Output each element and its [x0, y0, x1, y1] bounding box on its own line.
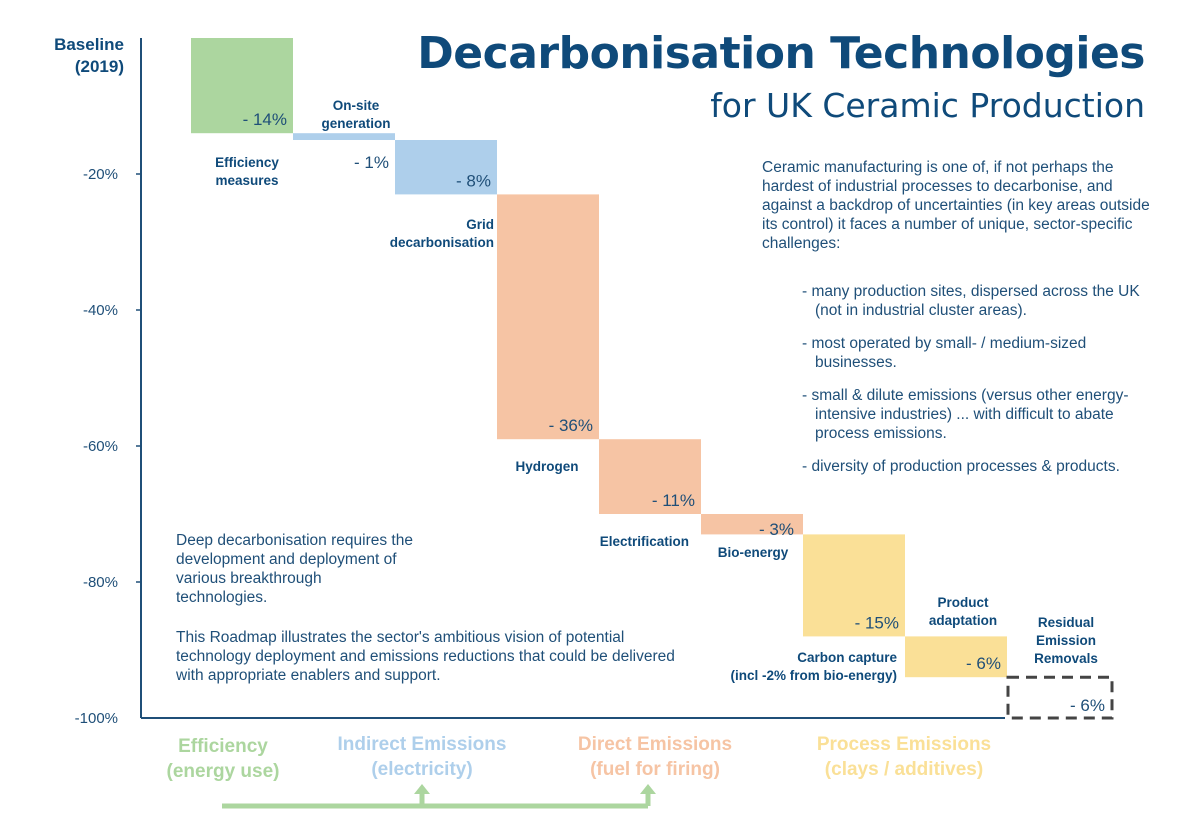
waterfall-bar	[905, 636, 1007, 678]
step-value-label: - 8%	[456, 171, 491, 190]
y-tick-label: -40%	[83, 302, 118, 319]
step-value-label: - 14%	[243, 110, 287, 129]
step-value-label: - 1%	[354, 153, 389, 172]
step-label: Hydrogen	[515, 459, 578, 474]
step-label: Carbon capture (incl -2% from bio-energy)	[730, 650, 897, 683]
waterfall-bar	[803, 534, 905, 637]
category-label: Process Emissions (clays / additives)	[817, 734, 991, 780]
intro-paragraph: Ceramic manufacturing is one of, if not …	[762, 159, 1150, 252]
waterfall-bar	[191, 38, 293, 134]
challenge-item: - diversity of production processes & pr…	[802, 458, 1120, 475]
waterfall-bar	[701, 514, 803, 535]
chart-title: Decarbonisation Technologies	[417, 28, 1145, 79]
waterfall-bars	[191, 38, 1114, 720]
category-legend: Efficiency (energy use) Indirect Emissions…	[167, 734, 992, 782]
step-value-label: - 11%	[652, 491, 695, 510]
step-value-label: - 6%	[1070, 696, 1105, 715]
step-label: Residual Emission Removals	[1034, 615, 1098, 666]
y-tick-label: Baseline (2019)	[54, 35, 124, 76]
roadmap-note: This Roadmap illustrates the sector's am…	[176, 629, 675, 684]
step-label: Electrification	[600, 534, 689, 549]
challenge-item: - most operated by small- / medium-sized…	[802, 335, 1087, 371]
step-value-label: - 36%	[549, 416, 593, 435]
category-label: Efficiency (energy use)	[167, 736, 280, 782]
deep-decarbonisation-note: Deep decarbonisation requires the develo…	[176, 532, 413, 606]
step-value-label: - 6%	[966, 654, 1001, 673]
waterfall-bar	[395, 140, 497, 195]
step-value-label: - 15%	[855, 613, 899, 632]
y-tick-label: -80%	[83, 574, 118, 591]
waterfall-bar	[293, 133, 395, 140]
step-label: On-site generation	[321, 98, 390, 131]
step-label: Grid decarbonisation	[390, 217, 494, 250]
chart-subtitle: for UK Ceramic Production	[710, 86, 1145, 125]
y-tick-label: -20%	[83, 166, 118, 183]
step-value-label: - 3%	[759, 520, 794, 539]
y-tick-label: -100%	[75, 710, 118, 727]
step-value-labels: - 14% - 1% - 8% - 36% - 11% - 3% - 15% - 6% - 6%	[243, 110, 1105, 715]
category-label: Indirect Emissions (electricity)	[338, 734, 507, 780]
step-label: Bio-energy	[718, 545, 789, 560]
step-label: Product adaptation	[929, 595, 997, 628]
y-tick-label: -60%	[83, 438, 118, 455]
challenge-list: - many production sites, dispersed acros…	[802, 282, 1152, 490]
challenge-item: - small & dilute emissions (versus other…	[802, 387, 1129, 442]
category-label: Direct Emissions (fuel for firing)	[578, 734, 732, 780]
category-connector	[222, 784, 656, 809]
waterfall-bar	[497, 194, 599, 440]
challenge-item: - many production sites, dispersed acros…	[802, 283, 1140, 319]
waterfall-bar	[599, 439, 701, 514]
y-axis-ticks: Baseline (2019) -20% -40% -60% -80% -100%	[54, 35, 141, 727]
step-labels: Efficiency measures On-site generation Grid d…	[215, 98, 1098, 683]
step-label: Efficiency measures	[215, 155, 279, 188]
